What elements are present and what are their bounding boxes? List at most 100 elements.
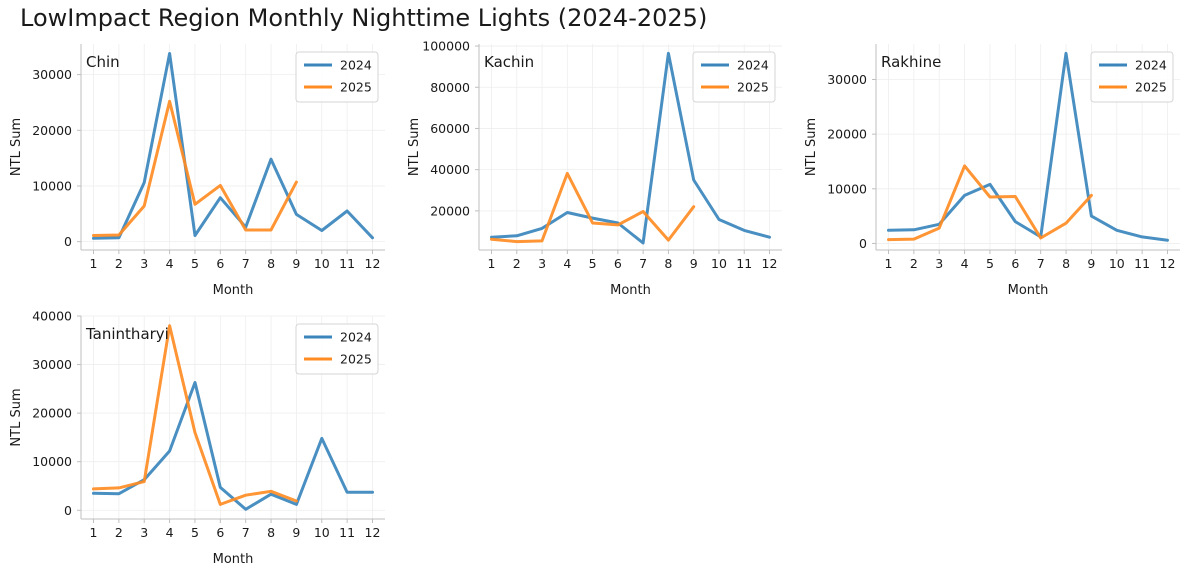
x-tick-label: 6 bbox=[216, 256, 224, 271]
series-line-2025 bbox=[887, 164, 1093, 242]
y-tick-label: 10000 bbox=[32, 178, 72, 193]
x-tick-label: 7 bbox=[242, 525, 250, 540]
x-tick-label: 1 bbox=[885, 256, 893, 271]
x-axis-label: Month bbox=[213, 552, 254, 567]
legend-label-2024: 2024 bbox=[340, 58, 372, 73]
x-tick-label: 7 bbox=[639, 256, 647, 271]
legend-label-2024: 2024 bbox=[1135, 58, 1167, 73]
y-tick-label: 30000 bbox=[827, 72, 867, 87]
x-tick-label: 2 bbox=[115, 525, 123, 540]
series-line-2025 bbox=[490, 171, 696, 244]
x-tick-label: 11 bbox=[1134, 256, 1150, 271]
x-tick-label: 8 bbox=[664, 256, 672, 271]
y-tick-label: 10000 bbox=[827, 181, 867, 196]
y-tick-label: 30000 bbox=[32, 67, 72, 82]
x-tick-label: 12 bbox=[365, 256, 381, 271]
y-axis-label: NTL Sum bbox=[407, 118, 422, 176]
x-tick-label: 2 bbox=[513, 256, 521, 271]
subplot-tanintharyi: 1 2 3 4 5 6 7 8 9 10 11 12010000200003000040000Mont… bbox=[9, 309, 385, 567]
x-tick-label: 7 bbox=[242, 256, 250, 271]
x-tick-label: 6 bbox=[216, 525, 224, 540]
x-tick-label: 8 bbox=[1062, 256, 1070, 271]
x-tick-label: 3 bbox=[935, 256, 943, 271]
series-line-2024 bbox=[92, 52, 374, 240]
y-tick-label: 60000 bbox=[430, 121, 470, 136]
y-axis-label: NTL Sum bbox=[9, 118, 24, 176]
legend-label-2025: 2025 bbox=[340, 80, 372, 95]
legend: 2024 2025 bbox=[295, 51, 379, 103]
x-tick-label: 12 bbox=[1160, 256, 1176, 271]
subplot-kachin: 1 2 3 4 5 6 7 8 9 10 11 122000040000600008000010000… bbox=[407, 39, 782, 298]
x-tick-label: 11 bbox=[339, 525, 355, 540]
subplot-title: Kachin bbox=[484, 53, 534, 71]
subplot-title: Tanintharyi bbox=[85, 325, 169, 343]
subplot-title: Rakhine bbox=[881, 53, 941, 71]
subplot-chin: 1 2 3 4 5 6 7 8 9 10 11 120100002000030000MonthNTL … bbox=[9, 44, 385, 298]
x-tick-label: 6 bbox=[1011, 256, 1019, 271]
legend-label-2024: 2024 bbox=[737, 58, 769, 73]
x-axis-label: Month bbox=[610, 283, 651, 298]
x-tick-label: 10 bbox=[711, 256, 727, 271]
x-tick-label: 4 bbox=[166, 525, 174, 540]
x-tick-label: 10 bbox=[1109, 256, 1125, 271]
x-tick-label: 4 bbox=[166, 256, 174, 271]
x-axis-label: Month bbox=[213, 283, 254, 298]
x-tick-label: 3 bbox=[140, 525, 148, 540]
y-tick-label: 100000 bbox=[422, 39, 470, 54]
x-tick-label: 8 bbox=[267, 525, 275, 540]
x-tick-label: 3 bbox=[538, 256, 546, 271]
y-tick-label: 20000 bbox=[430, 203, 470, 218]
x-tick-label: 1 bbox=[90, 256, 98, 271]
x-tick-label: 9 bbox=[1087, 256, 1095, 271]
y-tick-label: 10000 bbox=[32, 454, 72, 469]
x-tick-label: 12 bbox=[762, 256, 778, 271]
legend-label-2025: 2025 bbox=[737, 80, 769, 95]
figure-title: LowImpact Region Monthly Nighttime Light… bbox=[20, 4, 708, 32]
series-line-2024 bbox=[490, 51, 771, 245]
legend: 2024 2025 bbox=[692, 51, 776, 103]
legend: 2024 2025 bbox=[1090, 51, 1174, 103]
x-tick-label: 4 bbox=[563, 256, 571, 271]
legend: 2024 2025 bbox=[295, 323, 379, 375]
x-tick-label: 10 bbox=[314, 256, 330, 271]
x-tick-label: 8 bbox=[267, 256, 275, 271]
x-tick-label: 9 bbox=[292, 256, 300, 271]
x-tick-label: 3 bbox=[140, 256, 148, 271]
x-tick-label: 11 bbox=[736, 256, 752, 271]
y-tick-label: 80000 bbox=[430, 80, 470, 95]
legend-label-2025: 2025 bbox=[340, 352, 372, 367]
x-tick-label: 4 bbox=[961, 256, 969, 271]
x-tick-label: 6 bbox=[614, 256, 622, 271]
y-tick-label: 20000 bbox=[32, 123, 72, 138]
y-tick-label: 40000 bbox=[32, 309, 72, 324]
y-tick-label: 30000 bbox=[32, 357, 72, 372]
x-tick-label: 9 bbox=[690, 256, 698, 271]
x-axis-label: Month bbox=[1008, 283, 1049, 298]
y-tick-label: 0 bbox=[64, 503, 72, 518]
x-tick-label: 2 bbox=[115, 256, 123, 271]
x-tick-label: 12 bbox=[365, 525, 381, 540]
x-tick-label: 9 bbox=[292, 525, 300, 540]
x-tick-label: 1 bbox=[90, 525, 98, 540]
legend-label-2024: 2024 bbox=[340, 330, 372, 345]
subplot-rakhine: 1 2 3 4 5 6 7 8 9 10 11 120100002000030000MonthNTL … bbox=[804, 44, 1180, 298]
series-line-2024 bbox=[887, 51, 1169, 242]
y-tick-label: 0 bbox=[859, 236, 867, 251]
x-tick-label: 11 bbox=[339, 256, 355, 271]
x-tick-label: 5 bbox=[191, 525, 199, 540]
legend-label-2025: 2025 bbox=[1135, 80, 1167, 95]
x-tick-label: 5 bbox=[191, 256, 199, 271]
y-axis-label: NTL Sum bbox=[9, 388, 24, 446]
x-tick-label: 1 bbox=[488, 256, 496, 271]
x-tick-label: 2 bbox=[910, 256, 918, 271]
series-line-2025 bbox=[92, 324, 298, 506]
x-tick-label: 7 bbox=[1037, 256, 1045, 271]
y-axis-label: NTL Sum bbox=[804, 118, 819, 176]
series-line-2024 bbox=[92, 381, 374, 511]
x-tick-label: 5 bbox=[986, 256, 994, 271]
y-tick-label: 40000 bbox=[430, 162, 470, 177]
series-line-2025 bbox=[92, 99, 298, 237]
y-tick-label: 20000 bbox=[827, 127, 867, 142]
x-tick-label: 10 bbox=[314, 525, 330, 540]
